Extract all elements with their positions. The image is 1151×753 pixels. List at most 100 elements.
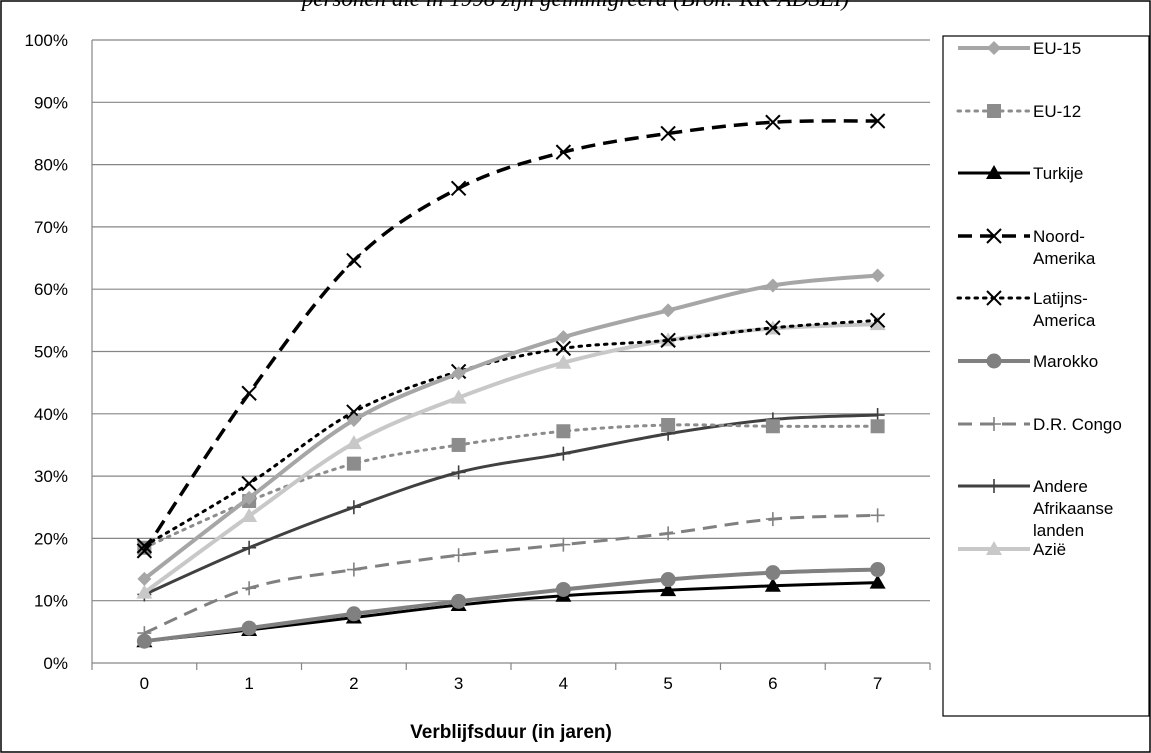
- data-point: [136, 543, 153, 559]
- legend-label: D.R. Congo: [1033, 415, 1122, 434]
- x-tick-label: 3: [454, 674, 463, 693]
- data-point: [660, 582, 677, 597]
- x-tick-label: 7: [873, 674, 882, 693]
- legend-marker: [986, 228, 1002, 244]
- data-point: [870, 562, 886, 578]
- data-point: [450, 389, 467, 404]
- series-line: [142, 318, 880, 548]
- legend-marker: [987, 41, 1001, 55]
- legend-box: [942, 35, 1150, 717]
- data-point: [555, 581, 571, 597]
- legend-entry: Marokko: [958, 352, 1098, 371]
- data-point: [765, 114, 781, 130]
- data-point: [765, 320, 781, 336]
- data-point: [346, 413, 361, 428]
- legend-label: Azië: [1033, 540, 1066, 559]
- data-point: [661, 303, 676, 318]
- data-point: [346, 606, 362, 622]
- x-tick-label: 0: [140, 674, 149, 693]
- data-point: [765, 512, 780, 527]
- x-tick-label: 5: [663, 674, 672, 693]
- data-point: [765, 565, 781, 581]
- legend-label: landen: [1033, 521, 1084, 540]
- series-line: [142, 423, 880, 550]
- data-point: [556, 537, 571, 552]
- y-tick-label: 80%: [34, 156, 68, 175]
- legend-entry: Latijns- America: [956, 289, 1096, 330]
- data-point: [661, 526, 676, 541]
- y-axis-tick-labels: 0% 10% 20% 30% 40% 50% 60% 70% 80% 90% 100%: [25, 31, 68, 673]
- x-tick-label: 1: [244, 674, 253, 693]
- data-point: [242, 490, 257, 505]
- y-tick-label: 40%: [34, 405, 68, 424]
- series-eu-12: [137, 418, 885, 555]
- legend-marker: [987, 104, 1001, 118]
- legend-entry: Noord- Amerika: [958, 227, 1096, 268]
- data-point: [869, 574, 886, 589]
- data-point: [242, 540, 257, 555]
- series-noord-amerika: [136, 113, 886, 559]
- legend-entry: Andere Afrikaanse landen: [958, 477, 1113, 540]
- data-point: [556, 330, 571, 345]
- data-point: [660, 332, 676, 348]
- data-point: [869, 113, 886, 129]
- series-line: [143, 513, 878, 635]
- legend-label: Turkije: [1033, 164, 1083, 183]
- series-marokko: [136, 562, 886, 649]
- legend-entry: EU-15: [958, 39, 1081, 58]
- data-point: [137, 571, 152, 586]
- legend: EU-15 EU-12 Turkije Noord- Amerika Latijns- Am…: [942, 35, 1150, 717]
- data-point: [660, 572, 676, 588]
- series-line: [143, 322, 878, 595]
- data-point: [451, 366, 466, 381]
- x-tick-label: 6: [768, 674, 777, 693]
- data-point: [451, 548, 466, 563]
- y-tick-label: 60%: [34, 280, 68, 299]
- y-tick-label: 10%: [34, 592, 68, 611]
- x-tick-label: 2: [349, 674, 358, 693]
- data-point: [764, 577, 781, 592]
- data-point: [765, 419, 780, 434]
- data-point: [556, 424, 571, 439]
- figure-caption: personen die in 1998 zijn geïmmigreerd (…: [0, 0, 1151, 12]
- data-point: [451, 593, 467, 609]
- x-tick-label: 4: [559, 674, 568, 693]
- series-line: [143, 413, 878, 596]
- data-point: [450, 180, 467, 196]
- y-tick-label: 50%: [34, 343, 68, 362]
- series-line: [144, 581, 878, 643]
- legend-marker: [987, 417, 1001, 431]
- legend-label: America: [1033, 311, 1096, 330]
- data-point: [869, 312, 886, 329]
- x-axis-title: Verblijfsduur (in jaren): [410, 722, 612, 743]
- data-point: [555, 340, 572, 357]
- y-tick-label: 90%: [34, 93, 68, 112]
- data-point: [346, 500, 361, 515]
- legend-marker: [987, 479, 1001, 493]
- y-tick-label: 70%: [34, 218, 68, 237]
- y-tick-label: 20%: [34, 529, 68, 548]
- data-point: [661, 418, 676, 433]
- data-point: [451, 465, 466, 480]
- legend-entry: Azië: [958, 540, 1066, 559]
- data-point: [765, 278, 780, 293]
- data-point: [242, 581, 257, 596]
- legend-entry: EU-12: [956, 102, 1081, 121]
- legend-label: Andere: [1033, 477, 1088, 496]
- legend-label: Marokko: [1033, 352, 1098, 371]
- data-point: [241, 507, 258, 522]
- data-point: [870, 268, 885, 283]
- data-point: [346, 456, 361, 471]
- legend-marker: [986, 290, 1002, 306]
- data-point: [346, 252, 362, 269]
- data-point: [241, 475, 257, 492]
- data-point: [870, 508, 885, 523]
- series-line: [143, 273, 878, 581]
- legend-marker: [986, 353, 1002, 369]
- series-eu-15: [137, 268, 885, 586]
- data-point: [870, 419, 885, 434]
- legend-label: EU-15: [1033, 39, 1081, 58]
- data-point: [555, 144, 572, 160]
- y-tick-label: 100%: [25, 31, 68, 50]
